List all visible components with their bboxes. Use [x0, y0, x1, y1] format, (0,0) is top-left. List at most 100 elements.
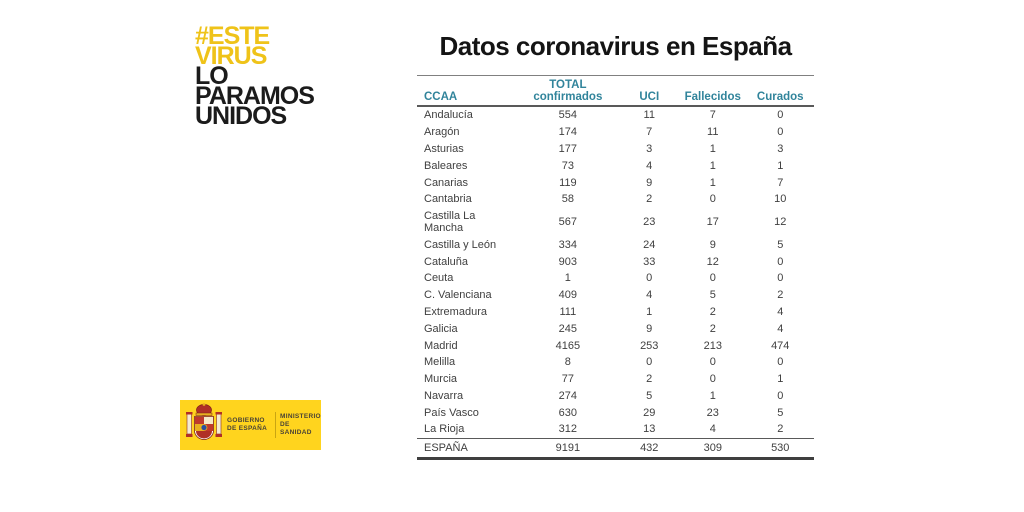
cell-uci: 1 — [646, 305, 653, 318]
cell-confirmados: 77 — [561, 373, 574, 386]
cell-ccaa: Andalucía — [424, 109, 473, 122]
cell-ccaa: C. Valenciana — [424, 289, 492, 302]
cell-curados: 1 — [777, 159, 784, 172]
column-header-ccaa: CCAA — [417, 75, 517, 107]
gov-ministry-line1: MINISTERIO — [280, 413, 321, 420]
table-row: Cataluña 903 33 12 0 — [417, 253, 814, 270]
total-cell-uci: 432 — [619, 437, 680, 460]
cell-confirmados: 274 — [558, 389, 578, 402]
cell-uci: 33 — [643, 255, 656, 268]
cell-uci: 23 — [643, 216, 656, 229]
total-cell-confirmados: 9191 — [516, 437, 620, 460]
table-row: Castilla y León 334 24 9 5 — [417, 236, 814, 253]
cell-uci: 9 — [646, 322, 653, 335]
cell-curados: 3 — [777, 142, 784, 155]
table-row: Galicia 245 9 2 4 — [417, 320, 814, 337]
gov-org-line2: DE ESPAÑA — [227, 425, 268, 432]
cell-uci: 5 — [646, 389, 653, 402]
campaign-logo-line: VIRUS — [195, 42, 267, 70]
cell-curados: 5 — [777, 406, 784, 419]
column-header-fallecidos: Fallecidos — [679, 75, 747, 107]
cell-confirmados: 409 — [558, 289, 578, 302]
government-logo: GOBIERNO DE ESPAÑA MINISTERIO DE SANIDAD — [180, 400, 321, 450]
cell-ccaa: Ceuta — [424, 272, 454, 285]
table-row: País Vasco 630 29 23 5 — [417, 404, 814, 421]
cell-uci: 0 — [646, 272, 653, 285]
cell-fallecidos: 1 — [709, 176, 716, 189]
government-logo-divider — [275, 412, 276, 438]
cell-ccaa: Asturias — [424, 142, 464, 155]
cell-ccaa: Castilla La Mancha — [424, 210, 476, 235]
cell-ccaa: País Vasco — [424, 406, 479, 419]
cell-confirmados: 73 — [561, 159, 574, 172]
coronavirus-data-table: CCAA TOTAL confirmados UCI Fallecidos Cu… — [417, 75, 814, 460]
campaign-logo-line: LO — [195, 62, 229, 90]
cell-fallecidos: 23 — [706, 406, 719, 419]
cell-ccaa: Cantabria — [424, 193, 472, 206]
spain-coat-of-arms-icon — [185, 402, 223, 449]
cell-ccaa: Extremadura — [424, 305, 487, 318]
cell-ccaa: Murcia — [424, 373, 458, 386]
cell-confirmados: 245 — [558, 322, 578, 335]
cell-uci: 9 — [646, 176, 653, 189]
cell-uci: 13 — [643, 423, 656, 436]
table-row: La Rioja 312 13 4 2 — [417, 421, 814, 438]
cell-ccaa: Canarias — [424, 176, 469, 189]
cell-fallecidos: 1 — [709, 159, 716, 172]
table-row: Baleares 73 4 1 1 — [417, 157, 814, 174]
cell-curados: 12 — [774, 216, 787, 229]
cell-fallecidos: 0 — [709, 356, 716, 369]
cell-fallecidos: 0 — [709, 373, 716, 386]
cell-curados: 0 — [777, 109, 784, 122]
table-total-row: ESPAÑA 9191 432 309 530 — [417, 437, 814, 460]
cell-confirmados: 312 — [558, 423, 578, 436]
cell-confirmados: 630 — [558, 406, 578, 419]
cell-curados: 0 — [777, 389, 784, 402]
table-row: Madrid 4165 253 213 474 — [417, 337, 814, 354]
table-row: Canarias 119 9 1 7 — [417, 174, 814, 191]
cell-uci: 7 — [646, 126, 653, 139]
gov-ministry-line2: DE SANIDAD — [280, 421, 312, 436]
cell-confirmados: 1 — [564, 272, 571, 285]
main-content: Datos coronavirus en España CCAA TOTAL c… — [417, 31, 814, 460]
cell-confirmados: 334 — [558, 238, 578, 251]
table-body: Andalucía 554 11 7 0 Aragón 174 7 11 0 Asturias 177… — [417, 106, 814, 438]
cell-confirmados: 119 — [559, 176, 577, 189]
column-header-uci: UCI — [619, 75, 680, 107]
cell-ccaa: Melilla — [424, 356, 456, 369]
cell-confirmados: 111 — [559, 305, 577, 318]
table-row: C. Valenciana 409 4 5 2 — [417, 287, 814, 304]
cell-ccaa: Castilla y León — [424, 238, 497, 251]
cell-curados: 1 — [777, 373, 784, 386]
cell-confirmados: 177 — [558, 142, 578, 155]
cell-uci: 253 — [640, 339, 659, 352]
government-logo-ministry-label: MINISTERIO DE SANIDAD — [280, 413, 321, 437]
cell-ccaa: Cataluña — [424, 255, 469, 268]
cell-curados: 0 — [777, 272, 784, 285]
cell-fallecidos: 213 — [703, 339, 722, 352]
total-cell-curados: 530 — [746, 437, 814, 460]
total-cell-ccaa: ESPAÑA — [417, 437, 517, 460]
cell-ccaa: Baleares — [424, 159, 468, 172]
cell-confirmados: 567 — [558, 216, 578, 229]
table-row: Melilla 8 0 0 0 — [417, 354, 814, 371]
cell-ccaa: Aragón — [424, 126, 460, 139]
campaign-logo-line: #ESTE — [195, 22, 270, 50]
campaign-logo-line: PARAMOS — [195, 82, 315, 110]
campaign-logo-line: UNIDOS — [195, 102, 287, 130]
cell-curados: 10 — [774, 193, 787, 206]
cell-ccaa: Navarra — [424, 389, 464, 402]
cell-curados: 5 — [777, 238, 784, 251]
cell-ccaa: Galicia — [424, 322, 458, 335]
cell-uci: 0 — [646, 356, 653, 369]
cell-curados: 474 — [771, 339, 790, 352]
total-cell-fallecidos: 309 — [679, 437, 747, 460]
table-row: Navarra 274 5 1 0 — [417, 388, 814, 405]
cell-curados: 2 — [777, 423, 784, 436]
column-header-curados: Curados — [746, 75, 814, 107]
cell-uci: 11 — [643, 109, 655, 122]
government-logo-org-label: GOBIERNO DE ESPAÑA — [227, 417, 271, 433]
cell-uci: 3 — [646, 142, 653, 155]
cell-fallecidos: 2 — [709, 322, 716, 335]
cell-fallecidos: 2 — [709, 305, 716, 318]
